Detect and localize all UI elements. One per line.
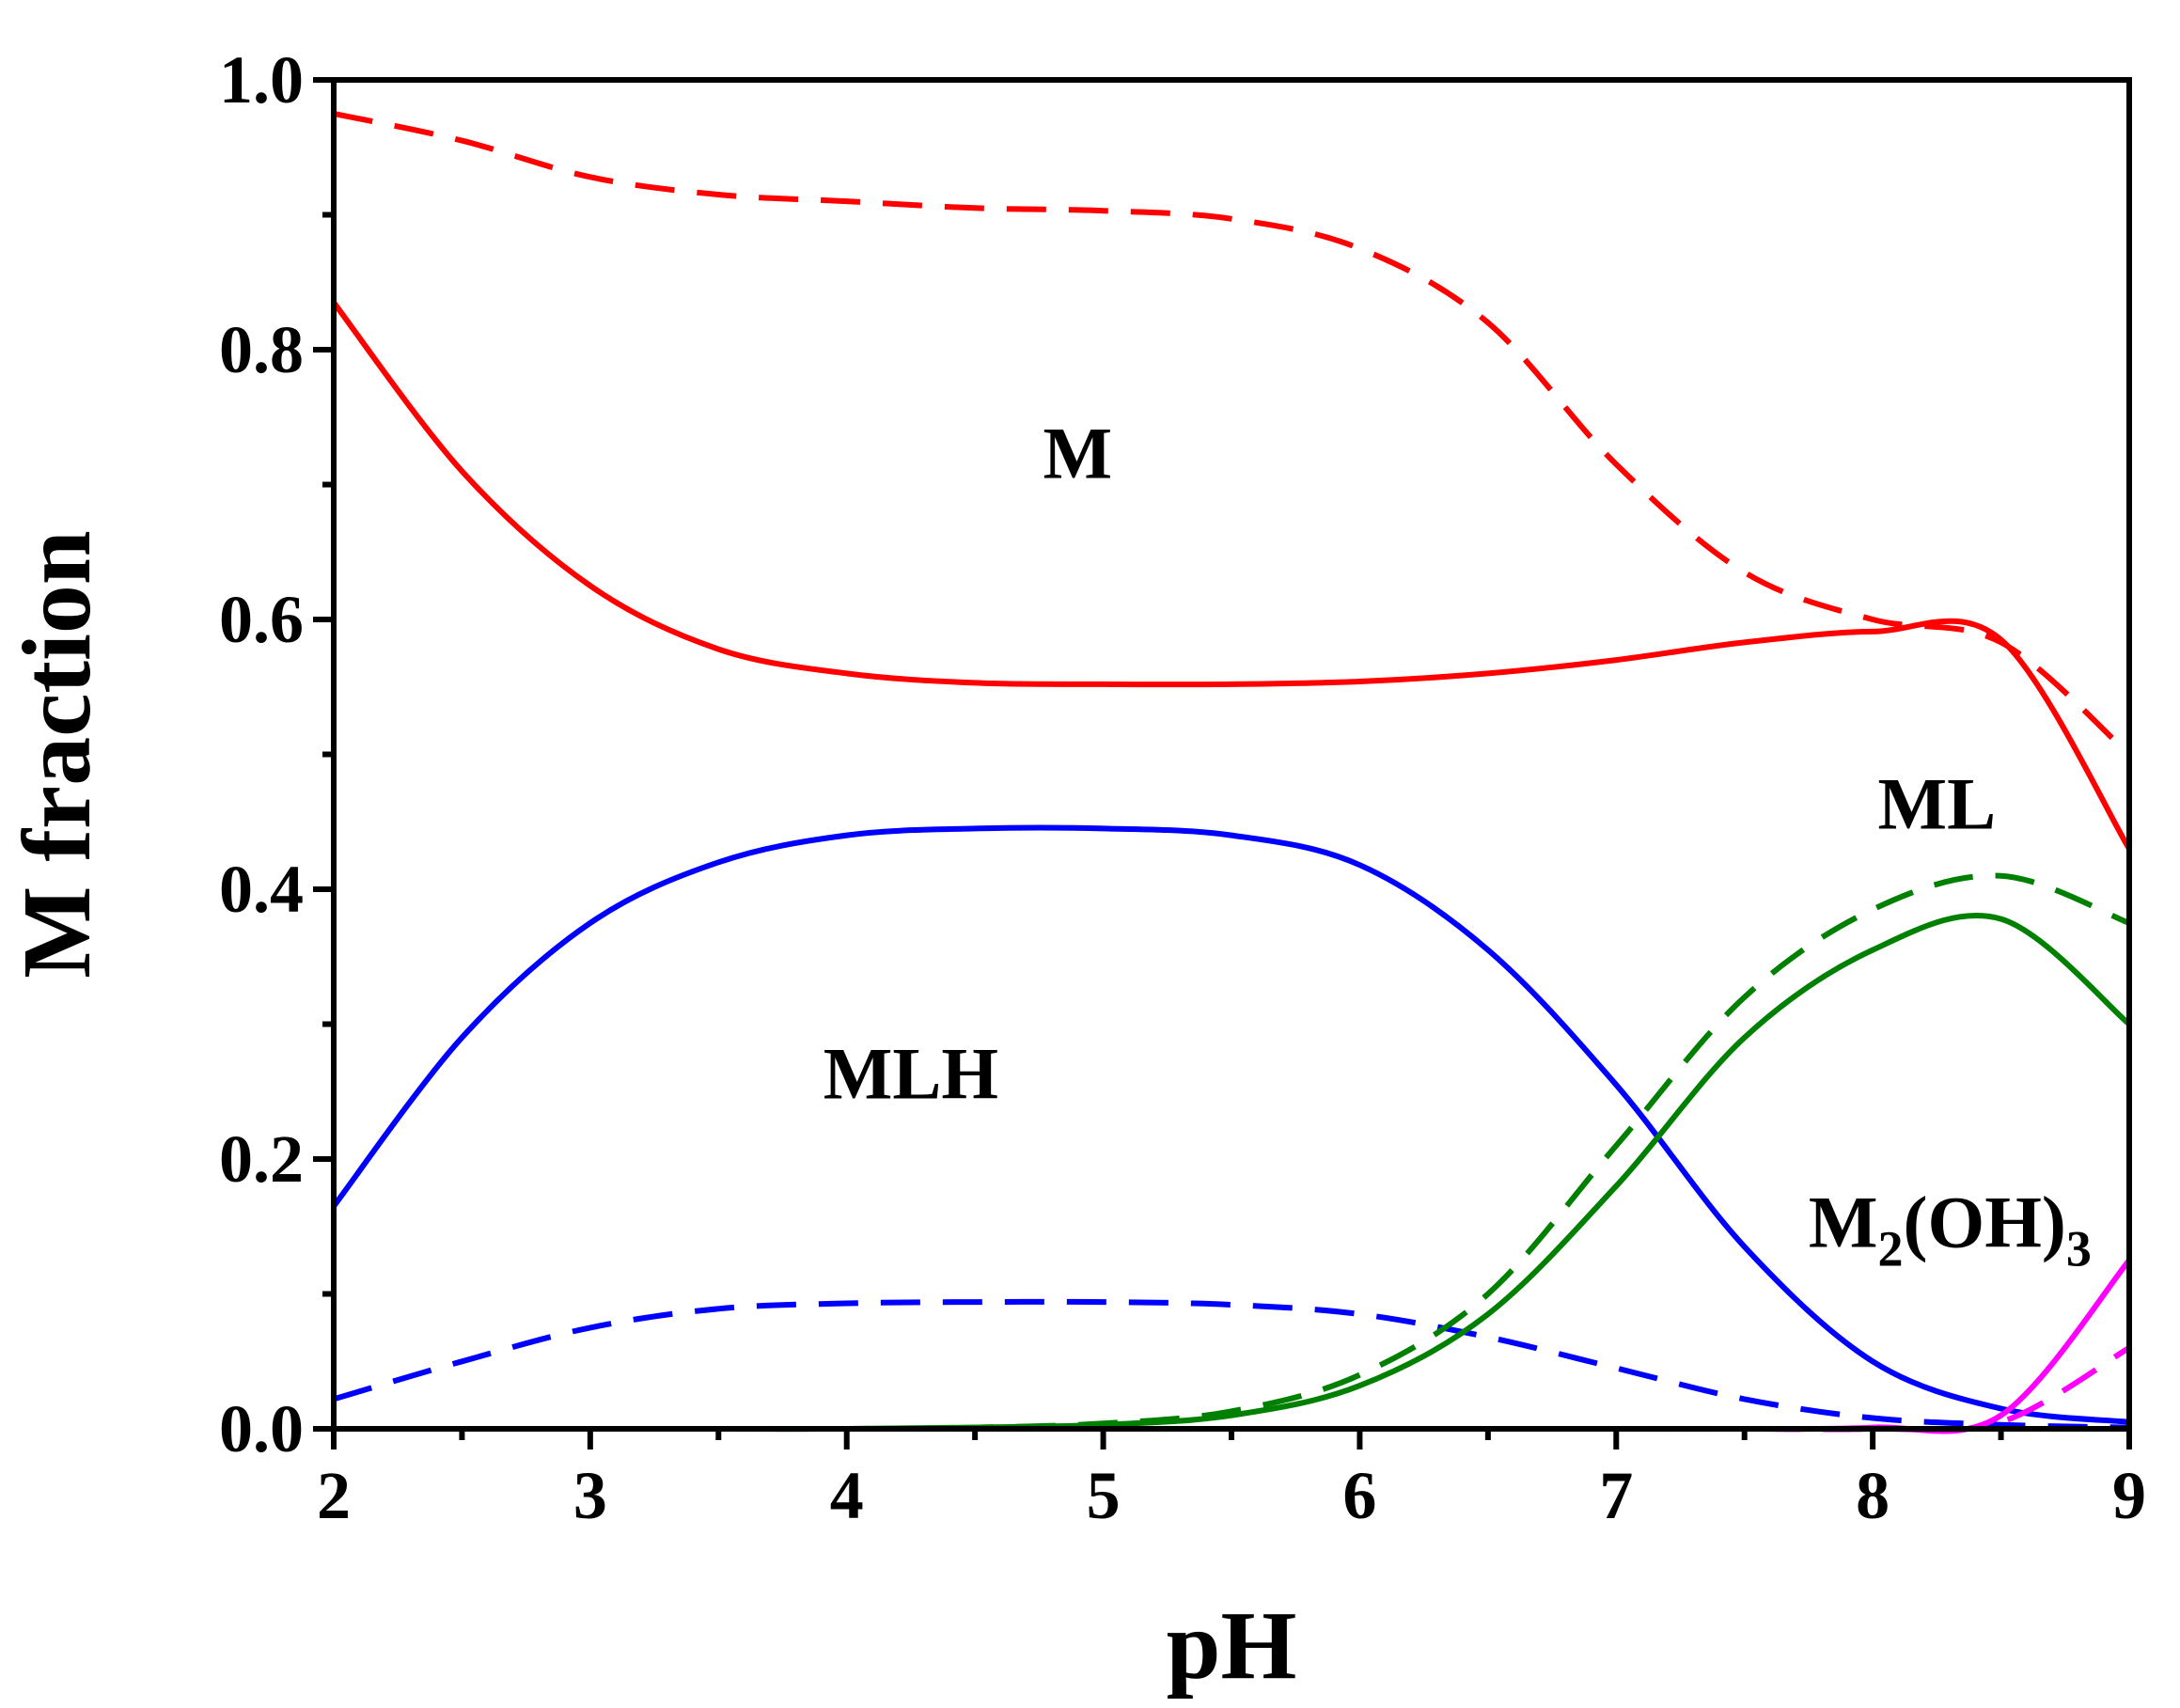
x-tick-label: 3 <box>573 1458 607 1533</box>
annotation-m2oh3: M2(OH)3 <box>1809 1181 2092 1277</box>
series-mlh-dashed-line <box>333 1298 2130 1431</box>
series-m-dashed-line <box>333 110 2131 757</box>
series-mlh-solid-line <box>331 824 2130 1425</box>
series-m2oh3-solid-line <box>333 1258 2132 1434</box>
x-tick-label: 8 <box>1856 1458 1890 1533</box>
y-tick-label: 0.6 <box>219 582 304 657</box>
x-tick-label: 6 <box>1342 1458 1376 1533</box>
annotation-ml: ML <box>1878 762 1997 844</box>
x-tick-label: 9 <box>2112 1458 2146 1533</box>
y-tick-label: 1.0 <box>219 42 304 118</box>
y-axis-title: M fraction <box>3 530 111 978</box>
axis-ticks: 2 3 4 5 6 7 8 9 0.0 0.2 0.4 0.6 0.8 1.0 <box>219 42 2146 1533</box>
plot-frame <box>331 77 2132 1432</box>
x-axis-title: pH <box>1167 1591 1297 1700</box>
m2oh3-oh-group: (OH) <box>1904 1181 2066 1262</box>
m2oh3-base: M <box>1809 1181 1878 1262</box>
m2oh3-subscript-3: 3 <box>2066 1220 2092 1277</box>
x-tick-label: 7 <box>1599 1458 1633 1533</box>
m2oh3-subscript-2: 2 <box>1878 1220 1904 1277</box>
y-tick-label: 0.4 <box>219 852 304 927</box>
y-tick-label: 0.0 <box>219 1391 304 1466</box>
x-tick-label: 2 <box>317 1458 351 1533</box>
annotation-m: M <box>1043 412 1112 494</box>
x-tick-label: 5 <box>1087 1458 1121 1533</box>
y-tick-label: 0.2 <box>219 1121 304 1197</box>
annotation-mlh: MLH <box>823 1032 998 1114</box>
series-m-solid-line <box>331 300 2132 851</box>
x-tick-label: 4 <box>830 1458 864 1533</box>
y-tick-label: 0.8 <box>219 312 304 387</box>
